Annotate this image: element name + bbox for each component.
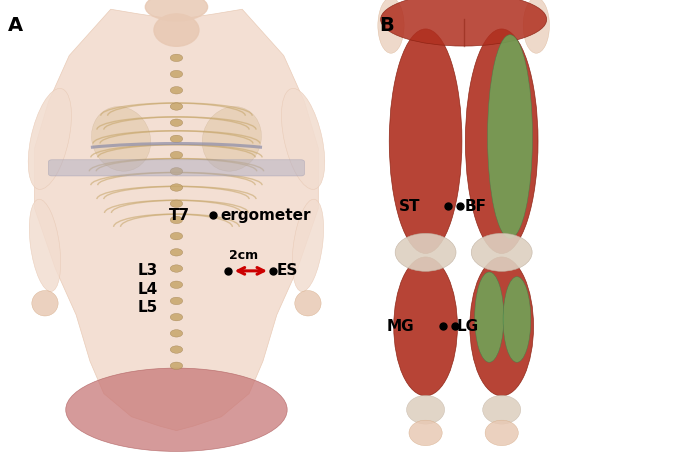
Text: LG: LG xyxy=(457,319,479,334)
Ellipse shape xyxy=(394,257,457,396)
Text: T7: T7 xyxy=(169,208,190,223)
Ellipse shape xyxy=(485,420,518,445)
Ellipse shape xyxy=(170,184,183,191)
Ellipse shape xyxy=(523,0,549,53)
Ellipse shape xyxy=(409,420,442,445)
Ellipse shape xyxy=(381,0,547,46)
Ellipse shape xyxy=(170,135,183,143)
Ellipse shape xyxy=(91,106,151,171)
Ellipse shape xyxy=(170,297,183,305)
Ellipse shape xyxy=(170,281,183,288)
Ellipse shape xyxy=(170,346,183,353)
Ellipse shape xyxy=(170,265,183,272)
Ellipse shape xyxy=(170,249,183,256)
Ellipse shape xyxy=(465,29,538,254)
Ellipse shape xyxy=(145,0,208,21)
Ellipse shape xyxy=(470,257,534,396)
Polygon shape xyxy=(35,9,318,431)
Text: B: B xyxy=(379,16,394,35)
Ellipse shape xyxy=(395,233,456,271)
Ellipse shape xyxy=(170,232,183,240)
Ellipse shape xyxy=(170,54,183,62)
Ellipse shape xyxy=(170,362,183,369)
Ellipse shape xyxy=(170,103,183,110)
Text: BF: BF xyxy=(465,199,487,213)
Ellipse shape xyxy=(389,29,462,254)
Ellipse shape xyxy=(170,70,183,78)
Text: ergometer: ergometer xyxy=(220,208,311,223)
Ellipse shape xyxy=(170,200,183,207)
Text: L5: L5 xyxy=(138,300,158,315)
Text: L3: L3 xyxy=(138,263,158,278)
Text: A: A xyxy=(8,16,24,35)
Ellipse shape xyxy=(282,88,325,189)
Ellipse shape xyxy=(475,272,504,362)
Ellipse shape xyxy=(170,313,183,321)
Text: 2cm: 2cm xyxy=(229,249,258,262)
Ellipse shape xyxy=(170,87,183,94)
Text: ST: ST xyxy=(399,199,421,213)
Ellipse shape xyxy=(66,368,287,451)
Ellipse shape xyxy=(378,0,404,53)
Text: MG: MG xyxy=(386,319,414,334)
Ellipse shape xyxy=(471,233,532,271)
Ellipse shape xyxy=(292,199,324,292)
Ellipse shape xyxy=(482,395,520,424)
Text: L4: L4 xyxy=(138,282,158,297)
Ellipse shape xyxy=(28,88,71,189)
Ellipse shape xyxy=(170,119,183,126)
Ellipse shape xyxy=(29,199,61,292)
Text: ES: ES xyxy=(277,263,298,278)
Ellipse shape xyxy=(406,395,445,424)
Ellipse shape xyxy=(32,291,58,316)
Ellipse shape xyxy=(170,168,183,175)
Ellipse shape xyxy=(170,330,183,337)
Ellipse shape xyxy=(170,216,183,224)
Ellipse shape xyxy=(487,35,533,238)
Ellipse shape xyxy=(295,291,321,316)
Ellipse shape xyxy=(503,276,531,362)
Ellipse shape xyxy=(154,14,199,46)
Ellipse shape xyxy=(170,151,183,159)
FancyBboxPatch shape xyxy=(48,160,304,176)
Ellipse shape xyxy=(202,106,262,171)
